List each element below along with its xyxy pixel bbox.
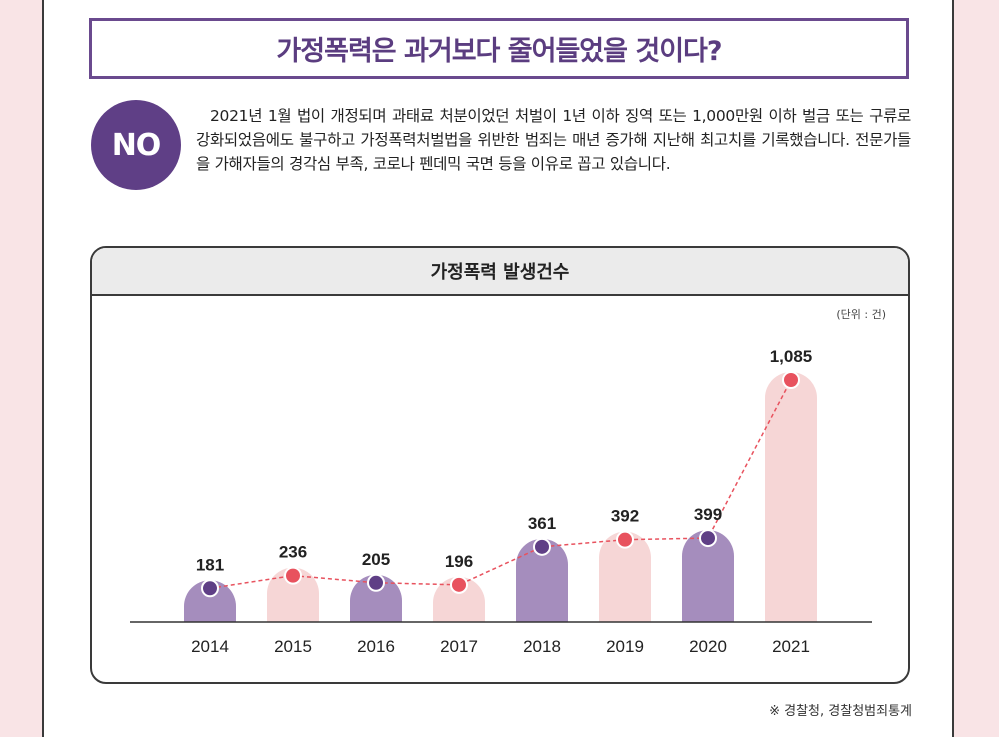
- title-box: 가정폭력은 과거보다 줄어들었을 것이다?: [89, 18, 909, 79]
- trend-line: [209, 379, 792, 590]
- point-2018: [533, 537, 551, 556]
- source-note: ※ 경찰청, 경찰청범죄통계: [769, 704, 912, 719]
- x-tick-2015: 2015: [274, 637, 312, 656]
- x-tick-2016: 2016: [357, 637, 395, 656]
- x-tick-2020: 2020: [689, 637, 727, 656]
- chart-plot: 181 2014 236 2015 205 2016 196 2017 361 2018 392 20…: [130, 347, 872, 656]
- chart-container: 가정폭력 발생건수 (단위 : 건) 181 2014 236 2015 205 2016…: [90, 246, 910, 684]
- bar-2019: [599, 531, 651, 622]
- data-label-2014: 181: [196, 555, 224, 574]
- point-2019: [616, 530, 634, 549]
- point-2016: [367, 573, 385, 592]
- no-badge: NO: [91, 100, 181, 190]
- data-label-2015: 236: [279, 543, 307, 562]
- point-2014: [201, 579, 219, 598]
- data-label-2020: 399: [694, 505, 722, 524]
- bar-2015: [267, 567, 319, 622]
- bar-2014: [184, 580, 236, 622]
- point-2020: [699, 529, 717, 548]
- bar-2021: [765, 372, 817, 622]
- page-title: 가정폭력은 과거보다 줄어들었을 것이다?: [276, 36, 722, 67]
- bar-2017: [433, 576, 485, 622]
- chart-unit-label: (단위 : 건): [836, 308, 886, 321]
- content-panel: 가정폭력은 과거보다 줄어들었을 것이다? NO 2021년 1월 법이 개정되…: [42, 0, 954, 737]
- bar-2016: [350, 574, 402, 622]
- point-2021: [782, 371, 800, 389]
- x-tick-2014: 2014: [191, 637, 229, 656]
- x-tick-2019: 2019: [606, 637, 644, 656]
- x-tick-2021: 2021: [772, 637, 810, 656]
- chart-title: 가정폭력 발생건수: [92, 248, 908, 296]
- bar-2020: [682, 530, 734, 622]
- data-label-2019: 392: [611, 507, 639, 526]
- body-paragraph: 2021년 1월 법이 개정되며 과태료 처분이었던 처벌이 1년 이하 징역 …: [196, 107, 911, 173]
- x-tick-2017: 2017: [440, 637, 478, 656]
- data-label-2016: 205: [362, 550, 390, 569]
- point-2015: [284, 566, 302, 585]
- data-label-2018: 361: [528, 514, 556, 533]
- point-2017: [450, 575, 468, 594]
- data-label-2017: 196: [445, 552, 473, 571]
- data-label-2021: 1,085: [770, 347, 813, 366]
- x-tick-2018: 2018: [523, 637, 561, 656]
- bar-2018: [516, 538, 568, 622]
